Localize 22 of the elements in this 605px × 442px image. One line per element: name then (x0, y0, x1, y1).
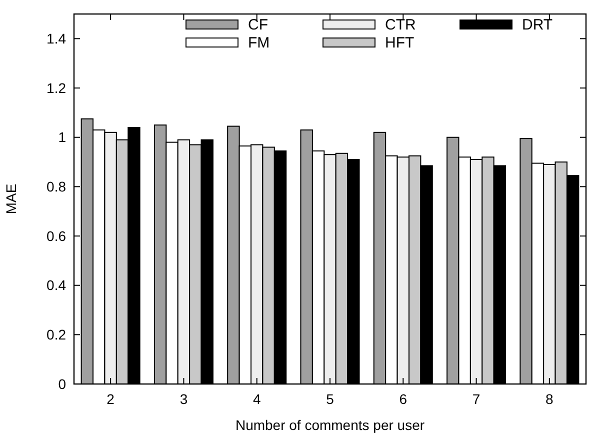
y-tick-label: 1.4 (46, 30, 66, 47)
legend-label: HFT (385, 34, 414, 52)
x-tick-label: 4 (252, 391, 261, 407)
x-tick-label: 3 (180, 391, 188, 407)
legend-label: CTR (385, 16, 416, 34)
y-tick-label: 0.2 (46, 326, 66, 343)
x-tick-label: 2 (106, 391, 115, 407)
legend-label: DRT (522, 16, 553, 34)
y-tick-label: 1 (58, 129, 66, 146)
x-axis-title: Number of comments per user (235, 417, 425, 433)
y-axis-title: MAE (3, 184, 19, 214)
y-tick-label: 0.4 (46, 277, 66, 294)
y-tick-label: 0 (58, 376, 66, 392)
legend-label: CF (248, 16, 268, 34)
x-tick-label: 5 (326, 391, 334, 407)
y-tick-label: 0.8 (46, 178, 66, 195)
x-tick-label: 7 (472, 391, 480, 407)
x-tick-label: 8 (546, 391, 554, 407)
y-tick-label: 0.6 (46, 228, 66, 244)
x-tick-label: 6 (399, 391, 408, 407)
y-tick-label: 1.2 (46, 80, 66, 96)
legend-label: FM (248, 34, 270, 52)
